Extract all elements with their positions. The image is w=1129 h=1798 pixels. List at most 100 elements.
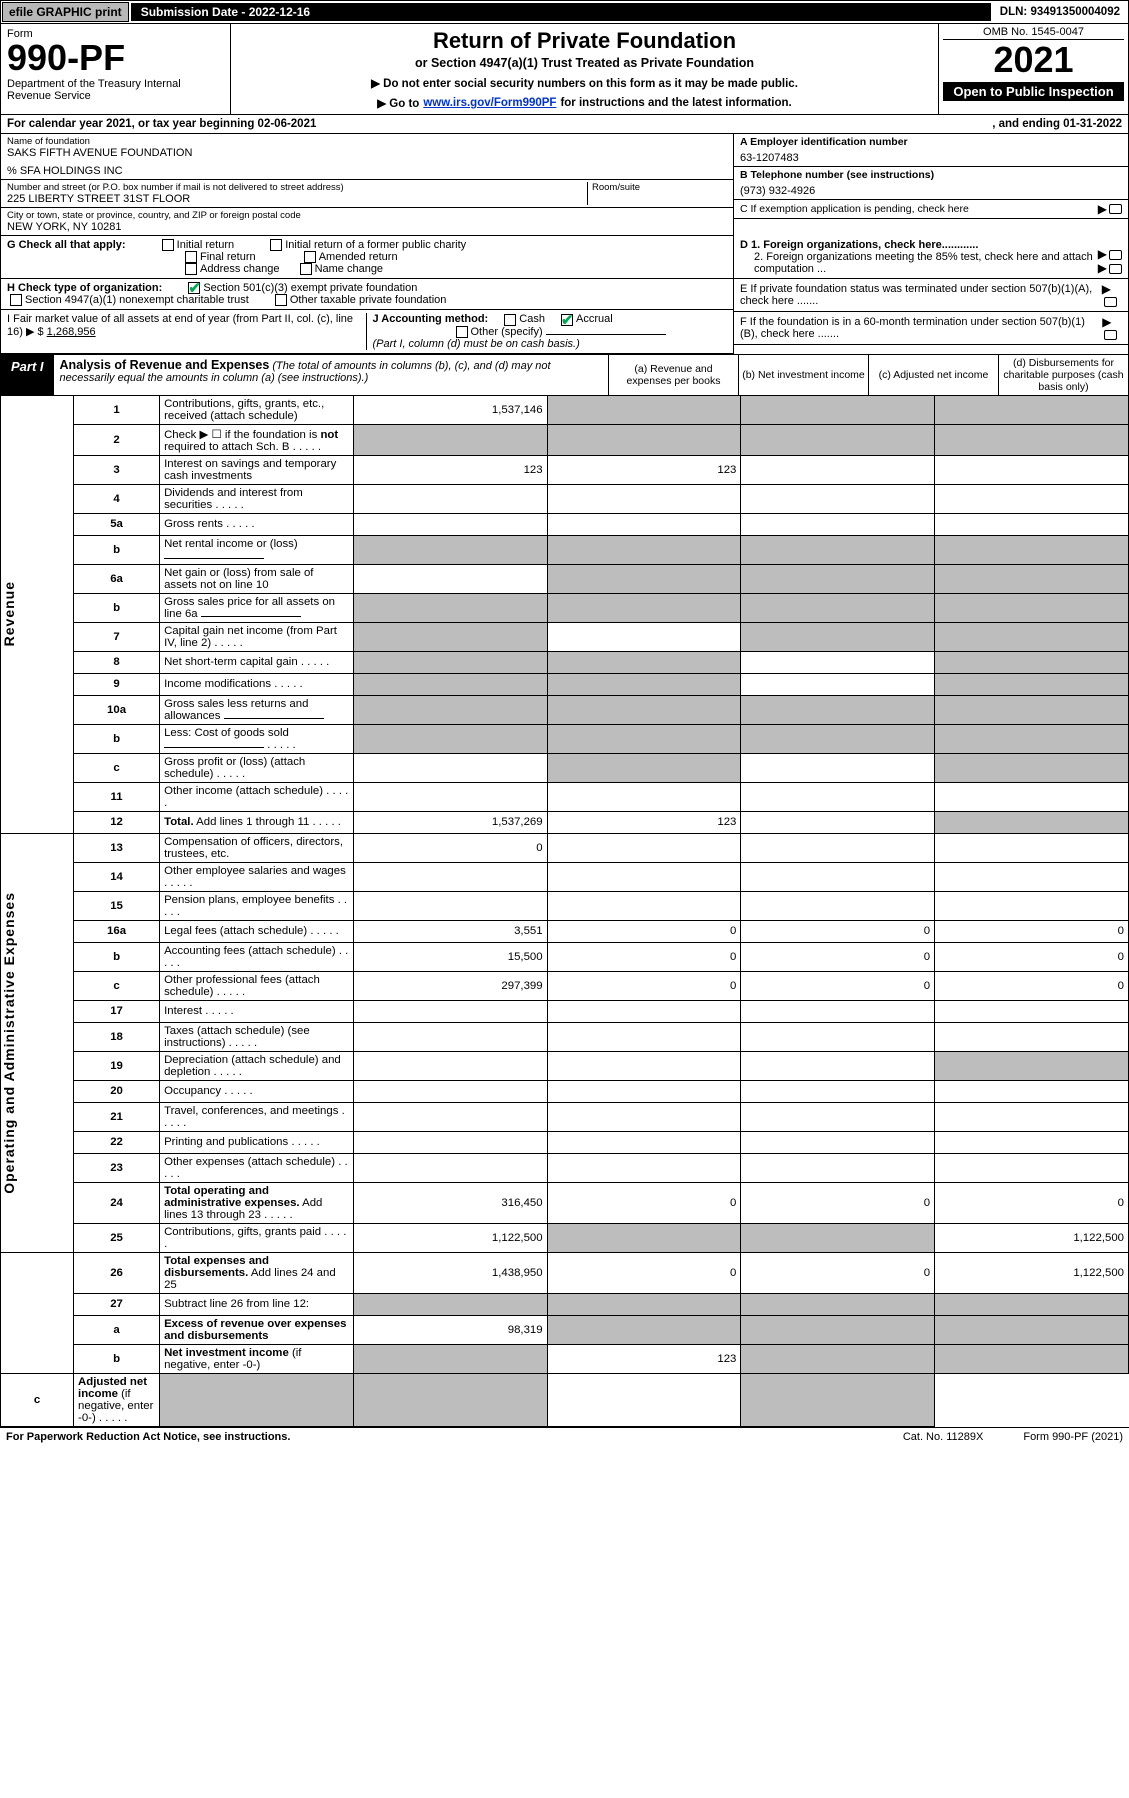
col-b-val (547, 1080, 741, 1102)
col-b-val (547, 513, 741, 535)
col-b-val (547, 564, 741, 593)
col-c-val (741, 1051, 935, 1080)
col-d-val: 0 (935, 1182, 1129, 1223)
cb-other-taxable[interactable] (275, 294, 287, 306)
col-c-val: 0 (741, 1252, 935, 1293)
col-b-val (547, 1315, 741, 1344)
cb-f[interactable] (1104, 330, 1117, 340)
col-c-val (741, 564, 935, 593)
cb-final[interactable] (185, 251, 197, 263)
cb-accrual[interactable] (561, 314, 573, 326)
foundation-name: SAKS FIFTH AVENUE FOUNDATION (7, 147, 727, 159)
row-num: a (74, 1315, 160, 1344)
row-desc: Check ▶ ☐ if the foundation is not requi… (160, 424, 354, 455)
city-state-zip: NEW YORK, NY 10281 (7, 221, 727, 233)
row-desc: Other employee salaries and wages (160, 862, 354, 891)
row-num: 6a (74, 564, 160, 593)
street-address: 225 LIBERTY STREET 31ST FLOOR (7, 193, 587, 205)
opt-other-pf: Other taxable private foundation (290, 294, 447, 306)
opt-amended: Amended return (319, 251, 398, 263)
col-c-val (741, 1080, 935, 1102)
efile-print-button[interactable]: efile GRAPHIC print (2, 2, 129, 22)
row-desc: Net gain or (loss) from sale of assets n… (160, 564, 354, 593)
section-h: H Check type of organization: Section 50… (1, 279, 733, 310)
col-a-val (353, 891, 547, 920)
cb-addr-change[interactable] (185, 263, 197, 275)
col-b-header: (b) Net investment income (738, 355, 868, 395)
col-a-val (353, 862, 547, 891)
col-c-val (547, 1373, 741, 1426)
col-d-val (935, 535, 1129, 564)
row-desc: Contributions, gifts, grants paid (160, 1223, 354, 1252)
row-desc: Other expenses (attach schedule) (160, 1153, 354, 1182)
col-c-val (741, 753, 935, 782)
row-num: 1 (74, 396, 160, 425)
cb-amended[interactable] (304, 251, 316, 263)
col-b-val (547, 622, 741, 651)
arrow-icon: ▶ (1102, 282, 1111, 296)
cb-d1[interactable] (1109, 250, 1122, 260)
cb-name-change[interactable] (300, 263, 312, 275)
col-a-val (353, 1293, 547, 1315)
col-d-val: 0 (935, 920, 1129, 942)
row-desc: Other income (attach schedule) (160, 782, 354, 811)
city-label: City or town, state or province, country… (7, 210, 727, 221)
cb-e[interactable] (1104, 297, 1117, 307)
pending-checkbox[interactable] (1109, 204, 1122, 214)
cb-4947[interactable] (10, 294, 22, 306)
row-desc: Interest on savings and temporary cash i… (160, 455, 354, 484)
instructions-link[interactable]: www.irs.gov/Form990PF (423, 97, 556, 109)
cb-other-method[interactable] (456, 326, 468, 338)
cb-initial-return[interactable] (162, 239, 174, 251)
omb-number: OMB No. 1545-0047 (943, 26, 1124, 40)
col-c-val (741, 513, 935, 535)
col-b-val (547, 724, 741, 753)
col-c-val (741, 1131, 935, 1153)
col-a-val (353, 593, 547, 622)
col-c-val (741, 1344, 935, 1373)
col-c-val (741, 811, 935, 833)
room-label: Room/suite (592, 182, 727, 193)
opt-501c3: Section 501(c)(3) exempt private foundat… (203, 282, 417, 294)
row-num: 16a (74, 920, 160, 942)
submission-date: Submission Date - 2022-12-16 (131, 3, 991, 21)
row-desc: Travel, conferences, and meetings (160, 1102, 354, 1131)
col-d-val (935, 811, 1129, 833)
row-num: 3 (74, 455, 160, 484)
col-a-val (353, 1080, 547, 1102)
revenue-sidelabel: Revenue (1, 581, 17, 646)
row-num: b (74, 1344, 160, 1373)
col-b-val (547, 833, 741, 862)
col-c-val (741, 891, 935, 920)
form-note-2-pre: ▶ Go to (377, 96, 419, 110)
col-a-val (353, 1131, 547, 1153)
col-a-val: 1,122,500 (353, 1223, 547, 1252)
row-num: 26 (74, 1252, 160, 1293)
cb-501c3[interactable] (188, 282, 200, 294)
col-d-val (935, 833, 1129, 862)
row-num: b (74, 724, 160, 753)
col-c-val (741, 673, 935, 695)
cb-cash[interactable] (504, 314, 516, 326)
form-note-2-post: for instructions and the latest informat… (560, 97, 791, 109)
row-num: 13 (74, 833, 160, 862)
col-c-val: 0 (741, 942, 935, 971)
col-c-val (741, 1153, 935, 1182)
col-a-val (353, 1102, 547, 1131)
name-label: Name of foundation (7, 136, 727, 147)
col-a-val: 1,537,269 (353, 811, 547, 833)
col-b-val: 0 (547, 971, 741, 1000)
row-num: c (74, 753, 160, 782)
col-c-val (741, 1000, 935, 1022)
row-num: 25 (74, 1223, 160, 1252)
arrow-icon: ▶ (1102, 315, 1111, 329)
col-b-val (547, 673, 741, 695)
cb-initial-former[interactable] (270, 239, 282, 251)
col-b-val (547, 651, 741, 673)
col-c-val (741, 535, 935, 564)
col-d-val (935, 1153, 1129, 1182)
row-num: 15 (74, 891, 160, 920)
cb-d2[interactable] (1109, 264, 1122, 274)
col-c-header: (c) Adjusted net income (868, 355, 998, 395)
col-b-val (547, 396, 741, 425)
